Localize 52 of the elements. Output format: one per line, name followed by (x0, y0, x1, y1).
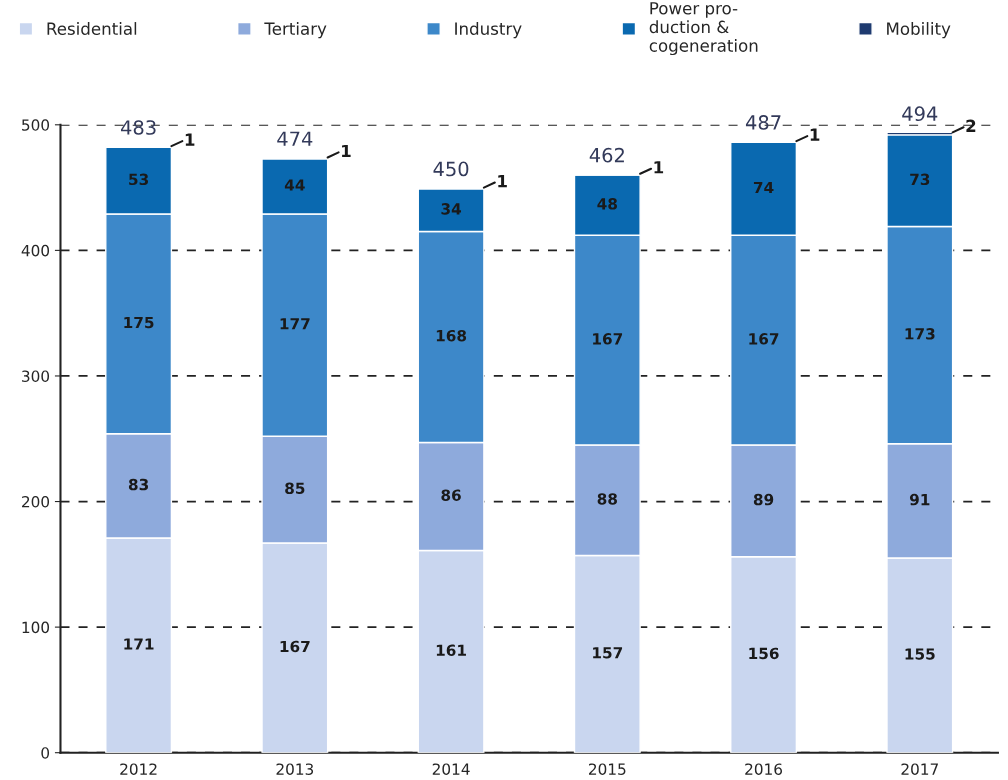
data-label: 157 (593, 647, 623, 659)
legend-label: Industry (455, 22, 522, 39)
total-label: 474 (277, 131, 313, 146)
total-label: 450 (433, 161, 469, 177)
total-label: 487 (745, 115, 781, 130)
total-label: 483 (120, 120, 156, 135)
data-label: 167 (593, 333, 623, 345)
data-label: 44 (284, 179, 305, 191)
y-tick-label: 100 (22, 621, 50, 634)
data-label: 1 (654, 161, 664, 174)
data-label: 173 (905, 328, 935, 340)
y-tick-label: 0 (41, 747, 50, 759)
data-label: 167 (280, 640, 310, 653)
y-tick-label: 200 (22, 496, 50, 508)
data-label: 89 (753, 493, 774, 506)
data-label: 1 (810, 128, 820, 141)
y-tick-label: 300 (22, 370, 50, 382)
x-tick-label: 2014 (432, 763, 470, 775)
data-label: 171 (124, 638, 154, 650)
data-label: 155 (905, 648, 935, 660)
data-label: 73 (910, 173, 930, 186)
y-tick-label: 500 (22, 119, 50, 131)
legend-label: Mobility (887, 22, 951, 39)
data-label: 167 (749, 333, 779, 345)
data-label: 161 (436, 644, 466, 657)
data-label: 1 (498, 175, 507, 188)
legend-label: Power pro- duction & cogeneration (649, 2, 758, 56)
x-tick-label: 2017 (901, 763, 938, 775)
data-label: 91 (909, 493, 930, 506)
data-label: 74 (753, 181, 774, 194)
data-label: 175 (124, 316, 154, 329)
data-label: 34 (441, 203, 462, 215)
data-label: 156 (749, 647, 779, 660)
data-label: 86 (441, 489, 461, 501)
data-label: 88 (597, 493, 617, 505)
data-label: 53 (129, 173, 149, 186)
x-tick-label: 2015 (589, 763, 626, 775)
total-label: 494 (902, 106, 938, 122)
data-label: 177 (280, 318, 310, 330)
x-tick-label: 2013 (276, 763, 314, 775)
data-label: 85 (285, 482, 305, 495)
y-tick-label: 400 (21, 244, 50, 257)
data-label: 168 (436, 329, 467, 342)
data-label: 1 (185, 133, 195, 146)
data-label: 83 (128, 478, 149, 491)
x-tick-label: 2016 (745, 763, 783, 775)
total-label: 462 (589, 147, 624, 163)
data-label: 1 (342, 144, 351, 158)
legend-label: Tertiary (264, 22, 327, 39)
x-tick-label: 2012 (120, 763, 157, 775)
legend-label: Residential (47, 22, 137, 35)
data-label: 48 (597, 198, 617, 210)
